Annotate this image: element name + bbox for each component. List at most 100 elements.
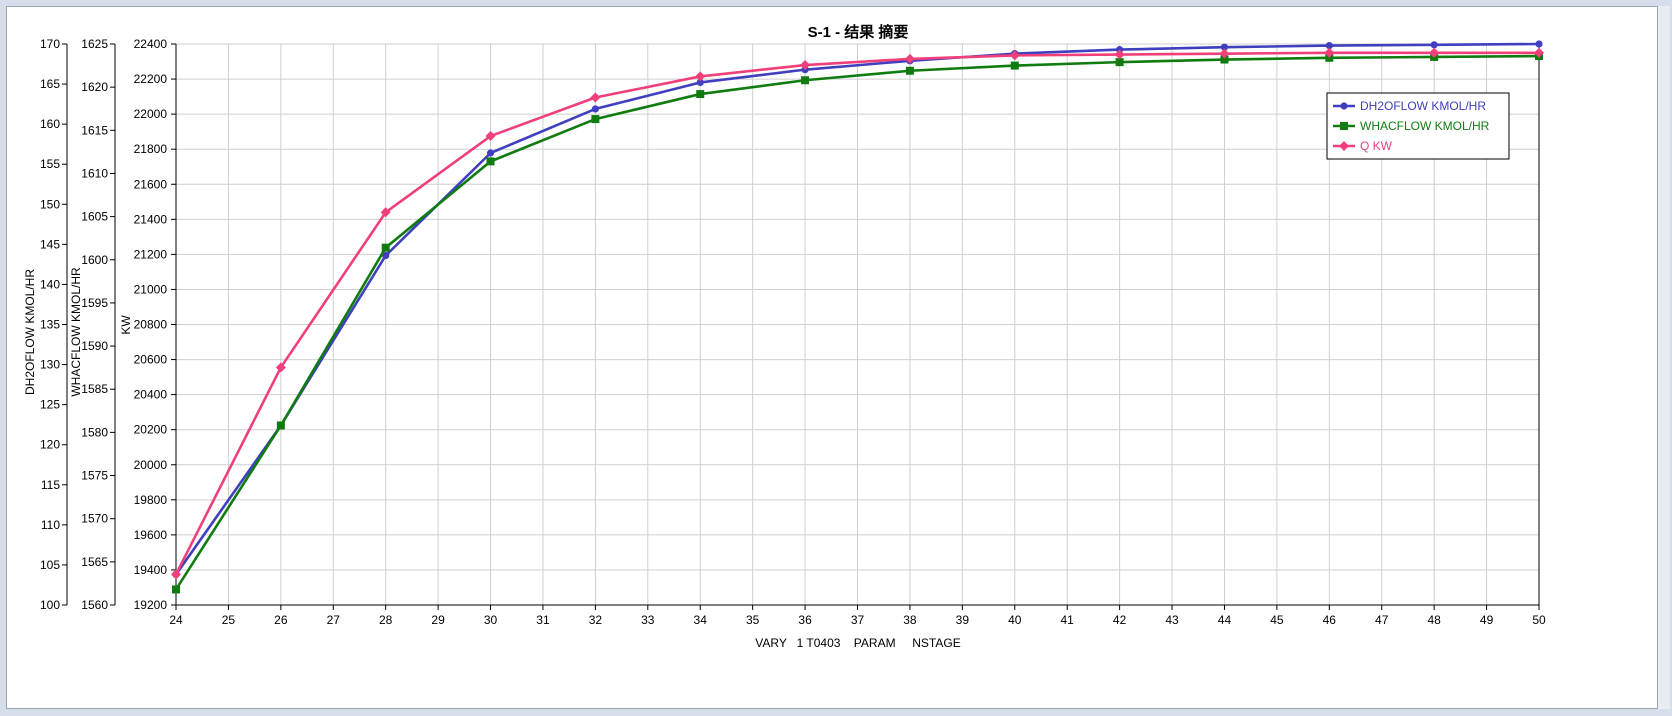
plot-panel: S-1 - 结果 摘要 24 25 26 27 28 29 30 31 32 33 34 35 36 37… [6,6,1658,709]
data-point-dh2o [696,78,704,87]
y-tick-label-dh2o: 165 [40,77,60,91]
y-tick-label-q: 21600 [134,177,168,191]
data-point-q [1429,47,1440,58]
legend-label: DH2OFLOW KMOL/HR [1360,99,1486,113]
legend-item-q[interactable]: Q KW [1333,139,1393,153]
data-point-whac [486,157,495,166]
y-tick-label-whac: 1560 [81,598,108,612]
y-tick-label-q: 20800 [134,318,168,332]
y-tick-label-dh2o: 105 [40,558,60,572]
legend-marker [1339,141,1349,151]
y-tick-label-whac: 1610 [81,166,108,180]
series-line-whac [174,54,1540,591]
y-tick-label-q: 21000 [134,282,168,296]
series-layer [171,40,1544,594]
x-tick-label: 50 [1532,613,1546,627]
x-tick-label: 49 [1480,613,1494,627]
data-point-q [1219,48,1230,59]
data-point-q [1324,47,1335,58]
x-tick-label: 31 [536,613,550,627]
y-tick-label-dh2o: 170 [40,37,60,51]
y-tick-label-dh2o: 110 [41,518,60,532]
y-tick-label-dh2o: 125 [40,398,60,412]
y-tick-label-dh2o: 150 [40,197,60,211]
x-tick-label: 35 [746,613,760,627]
legend-marker [1340,102,1348,110]
data-point-q [380,207,391,218]
data-point-q [275,362,286,373]
y-tick-label-whac: 1620 [81,80,108,94]
x-tick-label: 28 [379,613,393,627]
y-axis-title-dh2o: DH2OFLOW KMOL/HR [23,269,37,395]
y-tick-label-whac: 1615 [81,123,108,137]
vertical-scrollbar[interactable] [1658,6,1670,709]
data-point-whac [381,243,390,252]
data-point-q [1114,49,1125,60]
legend-item-dh2o[interactable]: DH2OFLOW KMOL/HR [1333,99,1486,113]
data-point-dh2o [1325,42,1333,50]
x-tick-label: 37 [851,613,865,627]
x-tick-label: 45 [1270,613,1284,627]
y-tick-label-q: 19400 [134,563,168,577]
data-point-q [800,60,811,71]
data-point-whac [1220,55,1229,64]
data-point-whac [905,66,914,75]
data-point-dh2o [1430,41,1438,49]
legend-label: Q KW [1360,139,1393,153]
data-point-q [1009,50,1020,61]
y-tick-label-q: 19800 [134,493,168,507]
y-tick-label-q: 19200 [134,598,168,612]
x-tick-label: 25 [222,613,236,627]
y-tick-label-dh2o: 100 [40,598,60,612]
y-tick-label-whac: 1590 [81,339,108,353]
y-tick-label-whac: 1570 [81,512,108,526]
y-tick-label-whac: 1595 [81,296,108,310]
series-line-dh2o [174,42,1540,576]
x-tick-label: 33 [641,613,655,627]
y-tick-label-q: 22200 [134,72,168,86]
legend-box [1326,92,1510,160]
data-point-q [171,569,181,580]
x-tick-label: 47 [1375,613,1389,627]
x-tick-label: 48 [1427,613,1441,627]
x-tick-label: 27 [327,613,341,627]
data-point-whac [801,76,810,85]
x-axis-label: VARY 1 T0403 PARAM NSTAGE [755,636,960,650]
legend-marker [1340,122,1348,130]
y-tick-label-whac: 1625 [81,37,108,51]
data-point-dh2o [1535,40,1543,48]
x-tick-label: 30 [484,613,498,627]
x-tick-label: 26 [274,613,288,627]
x-tick-label: 43 [1165,613,1179,627]
series-line-q [174,51,1539,575]
x-tick-label: 38 [903,613,917,627]
y-tick-label-q: 22000 [134,107,168,121]
y-tick-label-dh2o: 160 [40,117,60,131]
data-point-dh2o [591,105,599,113]
y-tick-label-whac: 1605 [81,210,108,224]
x-tick-label: 40 [1008,613,1022,627]
data-point-whac [1115,58,1124,67]
chart-title: S-1 - 结果 摘要 [808,23,909,41]
y-tick-label-q: 19600 [134,528,168,542]
legend[interactable]: DH2OFLOW KMOL/HR WHACFLOW KMOL/HR Q KW [1326,92,1510,160]
legend-item-whac[interactable]: WHACFLOW KMOL/HR [1333,119,1490,133]
legend-label: WHACFLOW KMOL/HR [1360,119,1490,133]
y-axis-title-whac: WHACFLOW KMOL/HR [69,267,83,397]
y-tick-label-dh2o: 115 [41,478,60,492]
y-tick-label-dh2o: 140 [40,277,60,291]
data-point-whac [1010,61,1019,70]
data-point-whac [1325,53,1334,62]
x-tick-label: 34 [694,613,708,627]
x-tick-label: 46 [1323,613,1337,627]
data-point-q [904,53,915,64]
y-tick-label-q: 20400 [134,388,168,402]
data-point-dh2o [382,251,390,260]
y-tick-label-dh2o: 130 [40,358,60,372]
data-point-q [695,71,706,82]
data-point-q [485,131,496,142]
y-tick-label-whac: 1575 [81,469,108,483]
axes: 24 25 26 27 28 29 30 31 32 33 34 35 36 37 38 39 40 41 42 43… [23,37,1546,627]
data-point-dh2o [1220,43,1229,51]
